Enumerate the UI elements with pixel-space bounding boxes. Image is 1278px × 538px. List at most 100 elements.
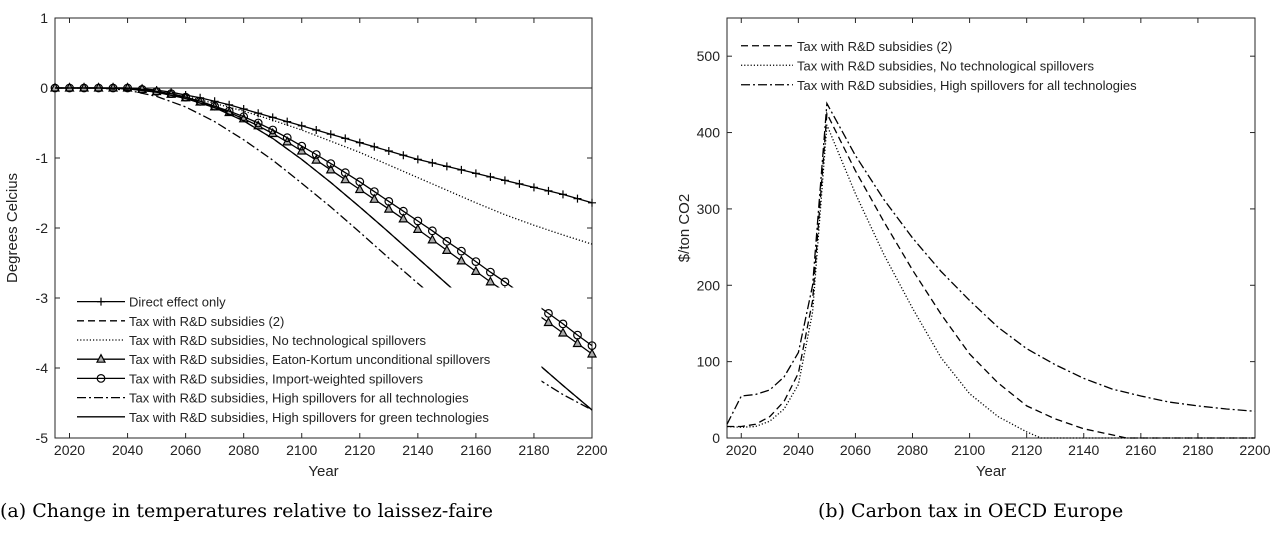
data-point [500,176,509,185]
y-tick-label: -4 [36,360,49,376]
data-point [283,117,292,126]
y-tick-label: 300 [697,201,721,217]
data-point [326,130,335,139]
data-point [573,330,582,340]
x-tick-label: 2200 [1239,442,1270,458]
x-tick-label: 2080 [897,442,928,458]
data-point [311,154,322,164]
legend: Direct effect only Tax with R&D subsidies… [72,287,542,431]
data-point [486,267,495,277]
y-tick-label: -1 [36,150,49,166]
data-point [500,277,510,287]
data-point [427,226,437,236]
data-point [543,316,554,327]
data-point [268,125,278,135]
data-point [253,120,264,130]
legend-marker [96,353,106,363]
legend-marker [96,374,106,383]
legend-label: Tax with R&D subsidies (2) [797,39,952,54]
data-point [441,244,452,254]
data-point [311,150,321,159]
series-line [55,87,593,347]
legend-label: Tax with R&D subsidies, No technological… [129,333,426,348]
y-tick-label: 200 [697,277,721,293]
data-point [384,196,394,206]
y-tick-label: 100 [697,354,721,370]
data-point [253,118,263,128]
series-line [726,124,1255,439]
y-tick-label: -2 [36,220,49,236]
y-tick-label: 0 [712,430,720,446]
legend-label: Tax with R&D subsidies, Import-weighted … [129,371,424,386]
series-3 [55,87,593,245]
y-axis-title: Degrees Celcius [4,173,21,283]
data-point [355,177,365,187]
caption-b: (b) Carbon tax in OECD Europe [818,500,1124,522]
data-point [64,82,75,92]
y-axis-title: $/ton CO2 [676,194,693,262]
data-point [587,341,597,351]
data-point [282,133,292,143]
data-point [370,142,379,151]
data-point [312,126,321,134]
data-point [457,165,466,174]
data-point [326,159,336,169]
x-tick-label: 2160 [460,442,491,458]
x-tick-label: 2120 [344,442,375,458]
legend-box [72,287,542,431]
x-tick-label: 2040 [783,442,814,458]
x-tick-label: 2020 [726,442,757,458]
caption-a: (a) Change in temperatures relative to l… [0,500,494,522]
data-point [557,327,568,337]
x-tick-label: 2180 [1182,442,1213,458]
data-point [254,109,263,118]
x-tick-label: 2180 [518,442,549,458]
data-point [79,82,90,92]
x-tick-label: 2100 [954,442,985,458]
data-point [515,179,524,188]
x-tick-label: 2160 [1125,442,1156,458]
legend-label: Tax with R&D subsidies, High spillovers … [797,78,1137,93]
x-tick-label: 2080 [228,442,259,458]
legend-label: Direct effect only [129,295,226,310]
x-tick-label: 2140 [1068,442,1099,458]
data-point [413,216,423,226]
data-point [93,82,104,92]
legend-label: Tax with R&D subsidies, High spillovers … [129,391,469,406]
data-point [340,168,350,178]
y-tick-label: -3 [36,290,49,306]
data-point [340,173,351,184]
data-point [355,138,364,147]
x-tick-label: 2060 [170,442,201,458]
x-tick-label: 2100 [286,442,317,458]
series-line [55,87,593,245]
legend-label: Tax with R&D subsidies, Eaton-Kortum unc… [129,352,491,367]
y-tick-label: 0 [40,80,48,96]
data-point [369,193,380,203]
x-tick-label: 2020 [54,442,85,458]
data-point [544,186,553,195]
series-line [726,101,1256,425]
data-point [412,223,423,233]
data-point [354,183,365,194]
legend-label: Tax with R&D subsidies (2) [129,314,284,329]
x-axis-title: Year [976,463,1006,480]
figure: 2020 2040 2060 2080 2100 2120 2140 2160 2180 2200… [4,10,1271,480]
data-point [427,234,438,244]
data-point [399,151,408,160]
data-point [50,82,60,92]
chart-carbon-tax: 2020 2040 2060 2080 2100 2120 2140 2160 2180 2200… [676,17,1271,480]
legend-label: Tax with R&D subsidies, High spillovers … [129,410,489,425]
data-point [486,172,495,181]
data-point [442,236,452,246]
series-1 [727,111,1255,439]
data-point [428,158,437,167]
data-point [341,134,350,143]
data-point [413,155,422,164]
chart-temperature-change: 2020 2040 2060 2080 2100 2120 2140 2160 2180 2200… [4,10,608,480]
data-point [558,190,567,199]
data-point [470,265,481,275]
data-point [398,213,409,223]
data-point [384,147,393,155]
data-point [588,198,596,207]
